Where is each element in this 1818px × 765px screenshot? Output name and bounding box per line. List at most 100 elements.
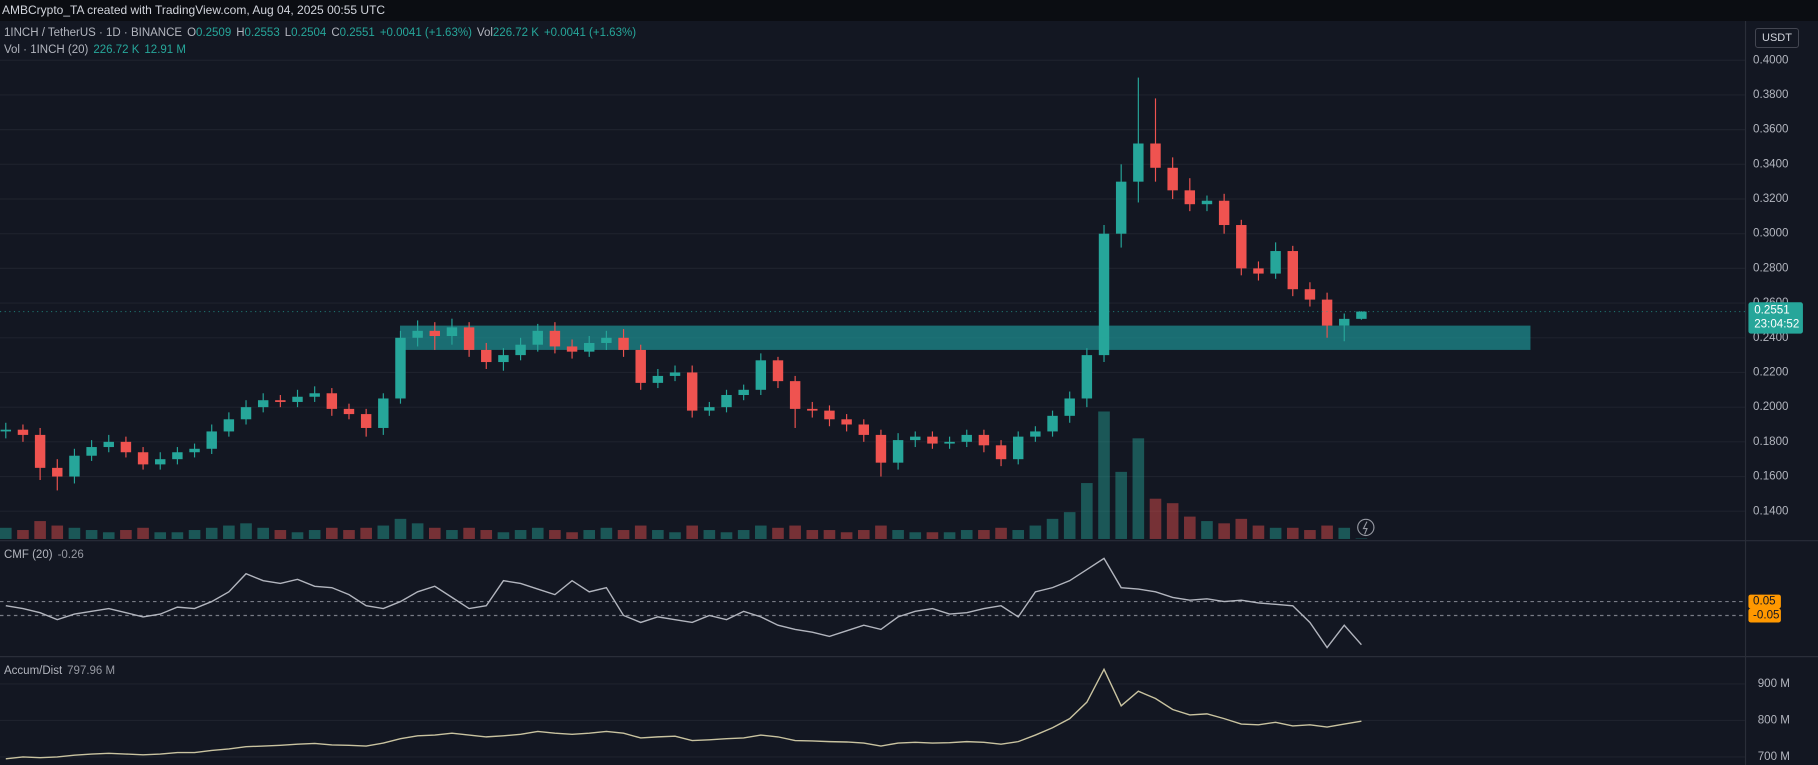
volume-bar bbox=[566, 532, 578, 539]
volume-bar bbox=[1269, 527, 1282, 539]
volume-bar bbox=[669, 532, 681, 539]
candle-body bbox=[120, 441, 132, 453]
candle-body bbox=[1047, 415, 1058, 432]
countdown: 23:04:52 bbox=[1754, 318, 1799, 330]
price-label-box bbox=[1748, 302, 1803, 334]
volume-bar bbox=[549, 530, 561, 539]
main-legend: 1INCH / TetherUS · 1D · BINANCE O0.2509 … bbox=[4, 27, 636, 39]
volume-bar bbox=[257, 527, 269, 539]
volume-bar bbox=[875, 525, 887, 539]
volume-bar bbox=[1132, 438, 1145, 539]
candle-body bbox=[1115, 181, 1127, 234]
lightning-icon[interactable] bbox=[1357, 518, 1375, 537]
currency-button[interactable]: USDT bbox=[1755, 28, 1799, 48]
y-tick-label: -0.05 bbox=[1753, 610, 1779, 622]
candle-body bbox=[223, 419, 235, 432]
candle-body bbox=[429, 330, 441, 337]
candle-body bbox=[1218, 200, 1230, 226]
legend-value: 0.2509 bbox=[196, 27, 232, 39]
volume-bar bbox=[1201, 521, 1213, 539]
volume-bar bbox=[497, 532, 510, 539]
candle-body bbox=[875, 434, 887, 463]
volume-bar bbox=[1149, 498, 1162, 539]
candle-body bbox=[1270, 251, 1281, 274]
y-tick-label: 800 M bbox=[1758, 715, 1790, 727]
volume-bar bbox=[600, 527, 613, 539]
candle-body bbox=[927, 436, 938, 444]
y-tick-label: 0.3000 bbox=[1753, 228, 1788, 240]
candle-body bbox=[944, 441, 955, 444]
candle-body bbox=[1081, 355, 1093, 399]
volume-bar bbox=[0, 527, 12, 539]
volume-ma: 12.91 M bbox=[144, 44, 186, 56]
volume-bar bbox=[1338, 527, 1351, 539]
candle-body bbox=[584, 342, 595, 352]
legend-key: L bbox=[284, 27, 292, 39]
volume-bar bbox=[480, 530, 493, 539]
y-tick-label: 0.4000 bbox=[1753, 54, 1788, 66]
price-label: 0.2551 bbox=[1754, 304, 1789, 316]
candle-body bbox=[1304, 289, 1316, 300]
volume-bar bbox=[291, 532, 304, 539]
cmf-title: CMF (20) bbox=[4, 549, 53, 561]
candle-body bbox=[892, 440, 904, 463]
indicator-line bbox=[5, 557, 1362, 649]
candle-body bbox=[807, 408, 818, 411]
volume-bar bbox=[1286, 527, 1299, 539]
candle-body bbox=[1287, 251, 1298, 290]
y-tick-label: 0.2000 bbox=[1753, 401, 1788, 413]
ad-title: Accum/Dist bbox=[4, 665, 63, 677]
legend-change: +0.0041 (+1.63%) bbox=[379, 27, 472, 39]
y-tick-label: 0.1600 bbox=[1753, 471, 1788, 483]
volume-bar bbox=[1029, 525, 1042, 539]
volume-bar bbox=[617, 530, 630, 539]
volume-bar bbox=[892, 530, 904, 539]
volume-bar bbox=[51, 525, 64, 539]
candle-body bbox=[1150, 143, 1161, 168]
candle-body bbox=[549, 330, 561, 347]
candle-body bbox=[618, 337, 629, 350]
volume-bar bbox=[1218, 523, 1230, 539]
candle-body bbox=[1030, 431, 1041, 437]
candle-body bbox=[1253, 268, 1264, 274]
symbol: 1INCH / TetherUS · 1D · BINANCE bbox=[4, 27, 183, 39]
volume-bar bbox=[223, 525, 235, 539]
volume-bar bbox=[1235, 518, 1248, 539]
candle-body bbox=[755, 360, 767, 390]
volume-bar bbox=[240, 523, 252, 539]
volume-bar bbox=[720, 532, 733, 539]
candle-body bbox=[841, 419, 852, 425]
legend-key: H bbox=[236, 27, 245, 39]
volume-bar bbox=[188, 530, 201, 539]
legend-value: 226.72 K bbox=[492, 27, 539, 39]
volume-bar bbox=[1098, 411, 1110, 539]
ad-legend: Accum/Dist 797.96 M bbox=[4, 665, 115, 677]
volume-bar bbox=[377, 525, 390, 539]
volume-bar bbox=[343, 530, 355, 539]
candle-body bbox=[52, 467, 63, 477]
legend-key: C bbox=[331, 27, 340, 39]
candle-body bbox=[721, 395, 732, 408]
volume-bar bbox=[1081, 483, 1093, 539]
plot: 0.14000.16000.18000.20000.22000.24000.26… bbox=[0, 54, 1803, 763]
level-label-box bbox=[1748, 608, 1781, 623]
volume-bar bbox=[943, 532, 956, 539]
volume-bar bbox=[960, 530, 973, 539]
candle-body bbox=[635, 349, 646, 383]
candle-body bbox=[189, 448, 200, 453]
cmf-value: -0.26 bbox=[57, 549, 84, 561]
candle-body bbox=[137, 452, 149, 465]
y-tick-label: 0.05 bbox=[1753, 596, 1776, 608]
volume-bar bbox=[1355, 538, 1368, 539]
volume-bar bbox=[531, 527, 544, 539]
volume-bar bbox=[274, 530, 287, 539]
candle-body bbox=[463, 327, 475, 350]
volume-bar bbox=[137, 527, 149, 539]
candle-body bbox=[1133, 143, 1144, 182]
volume-bar bbox=[926, 532, 939, 539]
candle-body bbox=[566, 346, 578, 352]
legend-change: +0.0041 (+1.63%) bbox=[543, 27, 637, 39]
volume-bar bbox=[205, 527, 218, 539]
volume-bar bbox=[120, 530, 132, 539]
